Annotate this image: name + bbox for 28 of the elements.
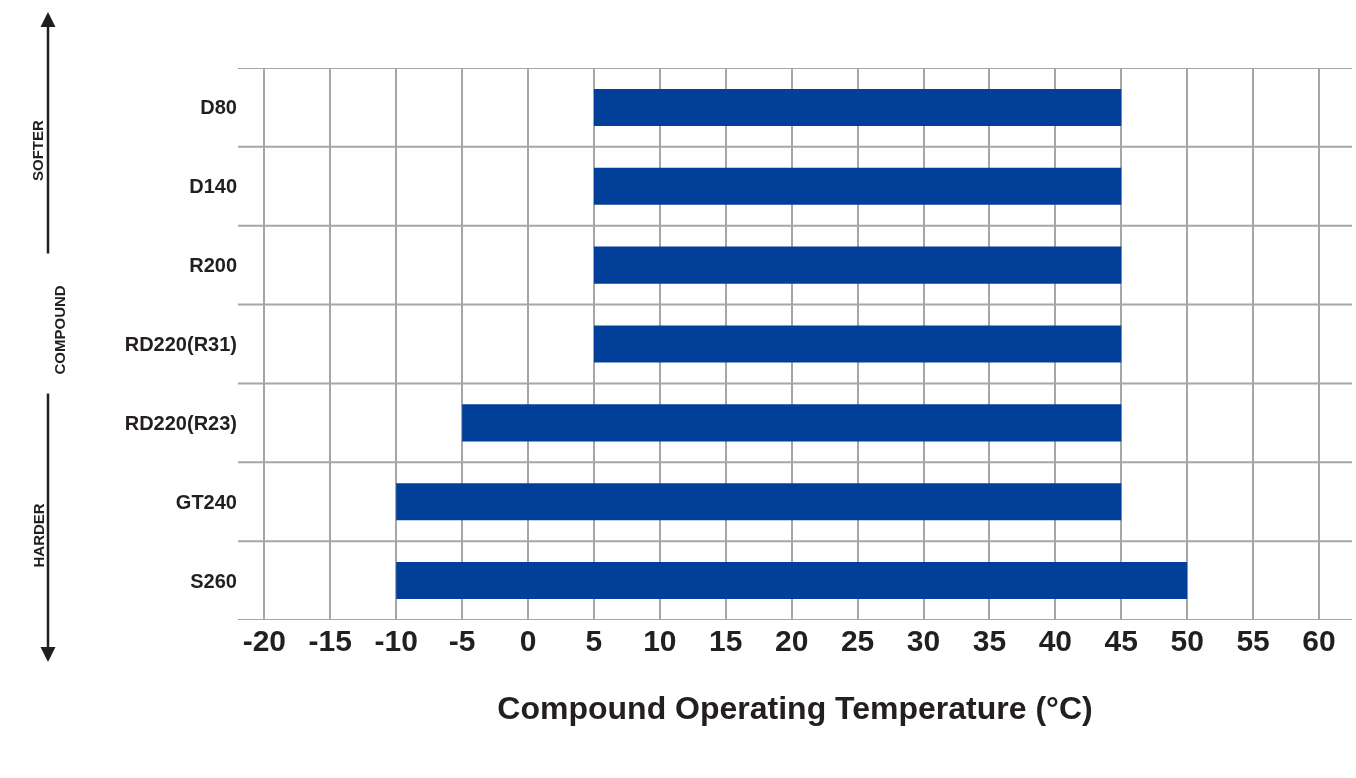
y-tick-label: RD220(R31) xyxy=(124,333,237,355)
x-tick-label: 25 xyxy=(840,624,875,657)
y-tick-label: D80 xyxy=(200,96,237,119)
y-tick-label: D140 xyxy=(189,175,237,198)
x-tick-label: -15 xyxy=(308,624,352,657)
x-tick-label: 20 xyxy=(775,624,809,657)
text: HARDER xyxy=(29,503,47,568)
x-tick-label: -5 xyxy=(448,624,476,657)
y-tick-label: R200 xyxy=(189,254,237,277)
x-tick-label: 45 xyxy=(1104,624,1138,657)
x-tick-label: -10 xyxy=(374,624,418,657)
x-tick-label: 0 xyxy=(519,624,537,657)
x-tick-label: -20 xyxy=(242,624,287,657)
y-tick-label: GT240 xyxy=(175,490,237,513)
x-tick-label: 15 xyxy=(709,624,743,657)
x-tick-label: 10 xyxy=(643,624,677,657)
text: COMPOUND xyxy=(50,285,68,375)
x-tick-label: 5 xyxy=(585,624,603,657)
text: SOFTER xyxy=(29,120,46,181)
x-tick-label: 30 xyxy=(906,624,941,657)
x-tick-label: 35 xyxy=(972,624,1007,657)
y-tick-label: S260 xyxy=(190,569,237,592)
x-tick-label: 60 xyxy=(1302,624,1336,657)
x-tick-label: 55 xyxy=(1236,624,1270,657)
x-axis-title: Compound Operating Temperature (°C) xyxy=(497,689,1093,726)
x-tick-label: 50 xyxy=(1170,624,1204,657)
y-tick-label: RD220(R23) xyxy=(124,411,237,434)
x-tick-label: 40 xyxy=(1038,624,1073,657)
